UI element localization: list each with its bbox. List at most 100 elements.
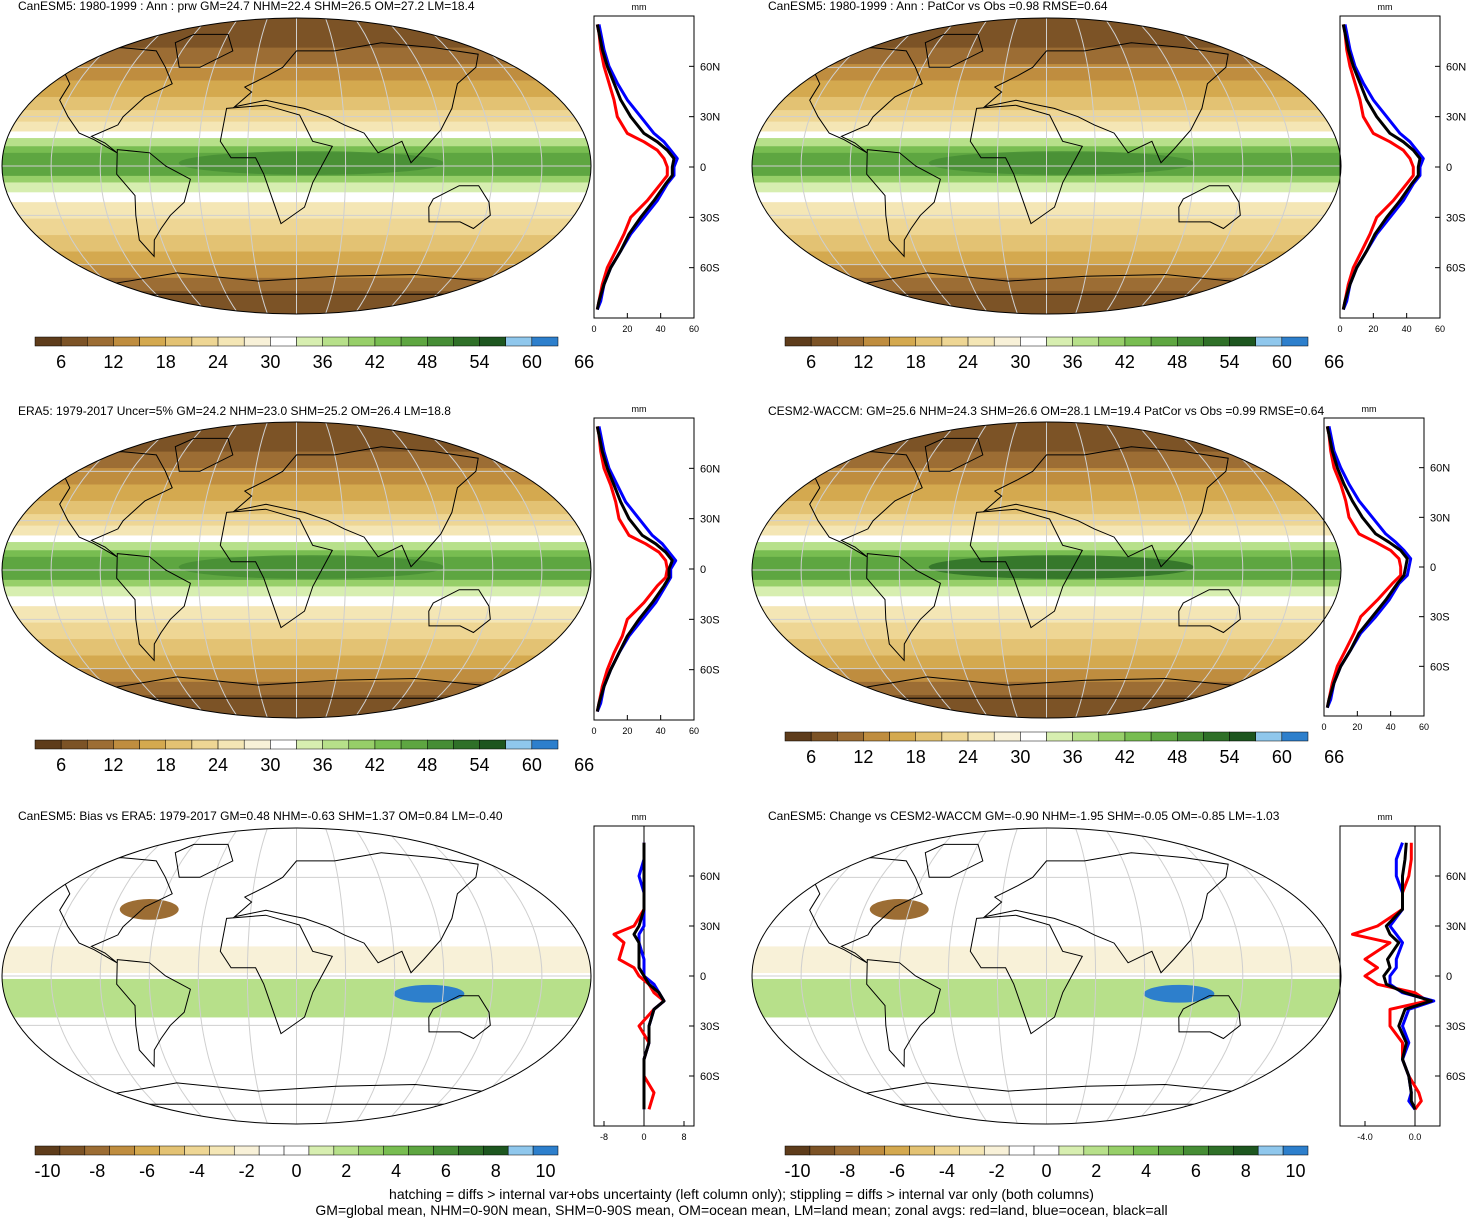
- graticule-line: [354, 422, 396, 718]
- zonal-lat-label: 30N: [1446, 921, 1466, 933]
- colorbar-label: 18: [156, 352, 176, 372]
- coastline: [219, 104, 334, 225]
- colorbar-swatch: [433, 1145, 459, 1156]
- coastline: [428, 589, 491, 634]
- coastline: [30, 1082, 483, 1105]
- colorbar-label: 66: [574, 352, 594, 372]
- zonal-lat-label: 30S: [1446, 212, 1466, 224]
- graticule-line: [246, 422, 268, 718]
- coastline: [969, 508, 1084, 629]
- colorbar-label: 48: [1167, 352, 1187, 372]
- zonal-series-all: [1341, 24, 1422, 310]
- graticule-line: [148, 18, 210, 314]
- graticule-line: [1191, 18, 1293, 314]
- colorbar-swatch: [283, 1145, 310, 1156]
- zonal-lat-label: 0: [700, 564, 706, 576]
- map-border: [1, 17, 592, 315]
- colorbar-label: -8: [839, 1161, 855, 1181]
- graticule-line: [325, 422, 347, 718]
- colorbar-label: 18: [906, 352, 926, 372]
- graticule-line: [1162, 828, 1244, 1124]
- colorbar-swatch: [834, 1145, 860, 1156]
- coastline: [30, 676, 483, 699]
- coastline: [866, 959, 941, 1068]
- colorbar-swatch: [427, 336, 454, 347]
- graticule-line: [50, 828, 152, 1124]
- colorbar-swatch: [809, 1145, 836, 1156]
- zonal-x-label: 20: [622, 324, 632, 334]
- colorbar-label: 6: [56, 352, 66, 372]
- colorbar-label: 4: [391, 1161, 401, 1181]
- graticule-line: [383, 828, 445, 1124]
- map-border: [751, 17, 1342, 315]
- colorbar-swatch: [209, 1145, 235, 1156]
- colorbar-swatch: [1020, 731, 1047, 742]
- colorbar-swatch: [810, 336, 838, 347]
- colorbar-label: 42: [1115, 747, 1135, 767]
- footer-line-1: hatching = diffs > internal var+obs unce…: [389, 1186, 1094, 1202]
- colorbar-label: 54: [1220, 352, 1240, 372]
- colorbar-swatch: [1150, 336, 1178, 347]
- zonal-x-label: 60: [689, 324, 699, 334]
- colorbar-swatch: [967, 731, 995, 742]
- graticule-line: [99, 422, 181, 718]
- zonal-x-label: 20: [1368, 324, 1378, 334]
- colorbar-label: 10: [536, 1161, 556, 1181]
- colorbar-label: -6: [139, 1161, 155, 1181]
- colorbar-swatch: [87, 739, 114, 750]
- map-anomaly: [869, 899, 929, 920]
- colorbar-swatch: [1257, 1145, 1284, 1156]
- warm-pool: [928, 151, 1194, 175]
- colorbar-swatch: [915, 731, 943, 742]
- graticule-line: [325, 18, 347, 314]
- colorbar-swatch: [531, 336, 559, 347]
- coastline: [780, 272, 1233, 295]
- colorbar-swatch: [967, 336, 995, 347]
- colorbar-swatch: [34, 1145, 61, 1156]
- zonal-lat-label: 60N: [700, 61, 720, 73]
- coastline: [428, 995, 491, 1040]
- colorbar-swatch: [784, 1145, 811, 1156]
- colorbar-label: 12: [853, 352, 873, 372]
- graticule-line: [1133, 18, 1195, 314]
- colorbar-swatch: [308, 1145, 335, 1156]
- colorbar-swatch: [322, 739, 350, 750]
- colorbar-swatch: [1083, 1145, 1110, 1156]
- coastline: [982, 446, 1229, 568]
- zonal-series-land: [1325, 425, 1403, 709]
- colorbar-swatch: [358, 1145, 384, 1156]
- colorbar-swatch: [109, 1145, 135, 1156]
- colorbar-swatch: [934, 1145, 960, 1156]
- graticule-line: [996, 828, 1018, 1124]
- colorbar-label: 18: [906, 747, 926, 767]
- graticule-line: [1162, 18, 1244, 314]
- colorbar-label: -6: [889, 1161, 905, 1181]
- zonal-panel: mm 60N 30N 0 30S 60S -4.0 0.0: [1339, 812, 1466, 1142]
- colorbar-label: 54: [1220, 747, 1240, 767]
- zonal-unit: mm: [1378, 2, 1393, 12]
- colorbar-label: 36: [313, 352, 333, 372]
- colorbar-swatch: [59, 1145, 86, 1156]
- zonal-series-all: [1325, 425, 1409, 709]
- coastline: [924, 437, 984, 472]
- colorbar-swatch: [1281, 336, 1309, 347]
- panel-6: CanESM5: Change vs CESM2-WACCM GM=-0.90 …: [751, 809, 1466, 1181]
- zonal-x-label: 0: [641, 1132, 646, 1142]
- colorbar-label: 6: [806, 747, 816, 767]
- graticule-line: [197, 828, 239, 1124]
- colorbar-swatch: [1255, 336, 1283, 347]
- zonal-x-label: 40: [1402, 324, 1412, 334]
- colorbar-label: 30: [1010, 352, 1030, 372]
- coastline: [924, 843, 984, 878]
- colorbar-swatch: [863, 731, 890, 742]
- colorbar-swatch: [532, 1145, 559, 1156]
- zonal-lat-label: 60N: [1446, 61, 1466, 73]
- colorbar-swatch: [374, 739, 402, 750]
- colorbar-swatch: [1098, 336, 1126, 347]
- coastline: [785, 47, 923, 154]
- colorbar-swatch: [258, 1145, 285, 1156]
- graticule-line: [441, 18, 543, 314]
- graticule-line: [412, 828, 494, 1124]
- colorbar-swatch: [1046, 731, 1073, 742]
- colorbar-label: 4: [1141, 1161, 1151, 1181]
